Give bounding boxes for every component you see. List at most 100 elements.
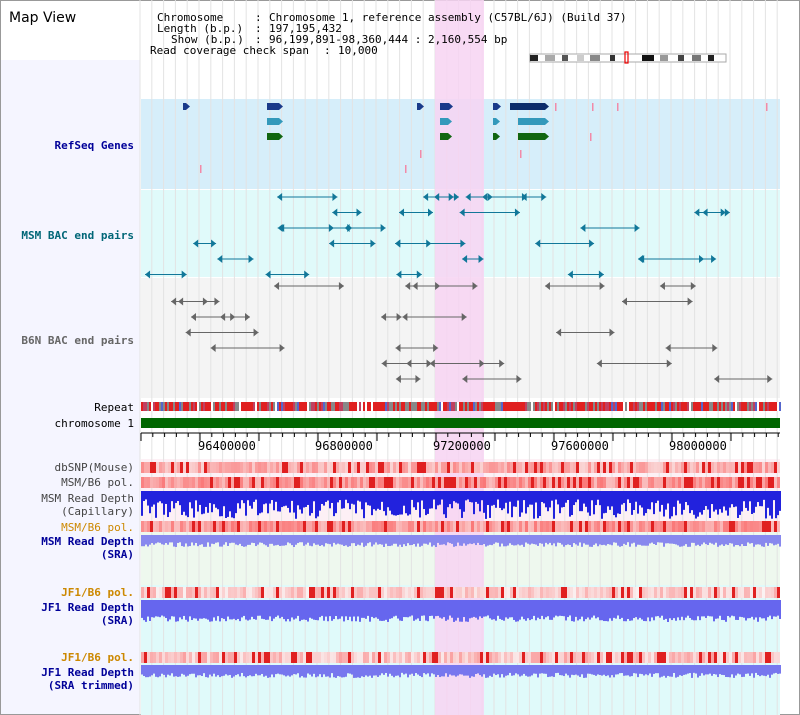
depth-bar <box>345 535 347 546</box>
depth-bar <box>241 600 243 618</box>
bac-end <box>338 282 344 290</box>
heat-cell <box>396 462 399 473</box>
depth-bar <box>409 600 411 617</box>
gene-strand-arrow <box>449 103 453 110</box>
depth-bar <box>597 491 599 500</box>
depth-bar <box>711 600 713 617</box>
track-label-jf1-b6-pol-2[interactable]: JF1/B6 pol. <box>61 651 134 664</box>
heat-cell <box>192 462 195 473</box>
refseq-gene[interactable] <box>493 133 496 140</box>
depth-bar <box>323 535 325 547</box>
repeat-block <box>715 402 717 411</box>
repeat-block <box>359 402 361 411</box>
track-label-refseq[interactable]: RefSeq Genes <box>54 139 134 152</box>
depth-bar <box>153 665 155 674</box>
depth-bar <box>213 665 215 674</box>
refseq-gene[interactable] <box>267 103 279 110</box>
depth-bar <box>559 665 561 676</box>
heat-cell <box>297 477 300 488</box>
refseq-gene[interactable] <box>417 103 420 110</box>
heat-cell <box>426 462 429 473</box>
track-label-msm-depth-cap-sub: (Capillary) <box>61 505 134 518</box>
depth-bar <box>147 665 149 678</box>
heat-cell <box>198 477 201 488</box>
heat-cell <box>264 477 267 488</box>
heat-cell <box>759 652 762 663</box>
depth-bar <box>525 491 527 514</box>
heat-cell <box>480 462 483 473</box>
bac-end <box>499 359 505 368</box>
heat-cell <box>528 652 531 663</box>
refseq-gene[interactable] <box>183 103 186 110</box>
depth-bar <box>209 491 211 504</box>
heat-cell <box>279 587 282 598</box>
heat-cell <box>216 462 219 473</box>
heat-cell <box>528 587 531 598</box>
depth-bar <box>779 665 781 674</box>
refseq-gene[interactable] <box>267 133 279 140</box>
heat-cell <box>690 521 693 532</box>
depth-bar <box>739 491 741 515</box>
heat-cell <box>663 521 666 532</box>
track-label-msm-depth-sra[interactable]: MSM Read Depth <box>41 535 134 548</box>
refseq-gene[interactable] <box>440 103 449 110</box>
refseq-gene[interactable] <box>440 118 448 125</box>
chromosome-bar[interactable] <box>141 418 780 428</box>
heat-cell <box>183 587 186 598</box>
refseq-gene[interactable] <box>267 118 279 125</box>
depth-bar <box>569 665 571 678</box>
depth-bar <box>771 535 773 544</box>
heat-cell <box>714 462 717 473</box>
depth-bar <box>253 665 255 677</box>
depth-bar <box>295 491 297 519</box>
bac-end <box>412 282 418 290</box>
heat-cell <box>243 587 246 598</box>
heat-cell <box>666 462 669 473</box>
heat-cell <box>738 521 741 532</box>
bac-end <box>544 282 550 290</box>
refseq-gene[interactable] <box>510 103 545 110</box>
refseq-gene[interactable] <box>518 118 545 125</box>
track-label-jf1-depth-sra[interactable]: JF1 Read Depth <box>41 601 134 614</box>
track-label-msm-depth-cap[interactable]: MSM Read Depth <box>41 492 134 505</box>
refseq-gene[interactable] <box>518 133 545 140</box>
heat-cell <box>753 652 756 663</box>
depth-bar <box>237 665 239 675</box>
heat-cell <box>486 652 489 663</box>
track-label-jf1-b6-pol[interactable]: JF1/B6 pol. <box>61 586 134 599</box>
heat-cell <box>735 652 738 663</box>
repeat-block <box>649 402 651 411</box>
depth-bar <box>201 665 203 676</box>
heat-cell <box>444 521 447 532</box>
track-label-dbsnp[interactable]: dbSNP(Mouse) <box>54 461 134 474</box>
repeat-block <box>517 402 519 411</box>
track-label-msm-b6-pol-sra[interactable]: MSM/B6 pol. <box>61 521 134 534</box>
heat-cell <box>726 587 729 598</box>
depth-bar <box>421 491 423 501</box>
heat-cell <box>747 587 750 598</box>
refseq-gene[interactable] <box>493 103 497 110</box>
heat-cell <box>603 652 606 663</box>
track-label-msm-bac[interactable]: MSM BAC end pairs <box>21 229 134 242</box>
repeat-block <box>677 402 679 411</box>
refseq-gene[interactable] <box>493 118 496 125</box>
depth-bar <box>419 491 421 518</box>
heat-cell <box>573 652 576 663</box>
heat-cell <box>528 521 531 532</box>
depth-bar <box>503 665 505 678</box>
depth-bar <box>243 535 245 547</box>
depth-bar <box>475 665 477 675</box>
heat-cell <box>264 521 267 532</box>
track-label-msm-b6-pol[interactable]: MSM/B6 pol. <box>61 476 134 489</box>
refseq-gene[interactable] <box>440 133 448 140</box>
repeat-block <box>579 402 581 411</box>
depth-bar <box>709 491 711 518</box>
track-label-b6n-bac[interactable]: B6N BAC end pairs <box>21 334 134 347</box>
track-label-jf1-depth-trim[interactable]: JF1 Read Depth <box>41 666 134 679</box>
repeat-block <box>731 402 733 411</box>
depth-bar <box>429 600 431 616</box>
track-label-repeat[interactable]: Repeat <box>94 401 134 414</box>
depth-bar <box>427 600 429 622</box>
depth-bar <box>197 535 199 547</box>
